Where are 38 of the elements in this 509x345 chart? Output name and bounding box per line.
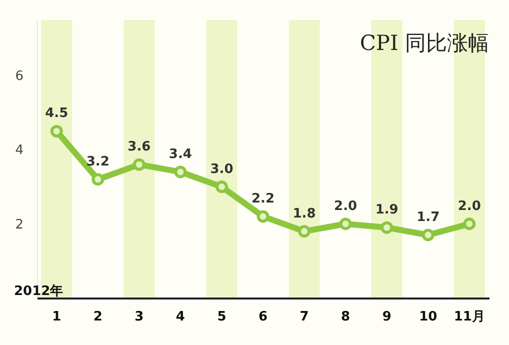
data-label: 3.0 bbox=[210, 162, 234, 177]
data-label: 1.7 bbox=[416, 210, 440, 225]
data-label: 2.2 bbox=[251, 191, 275, 206]
y-tick-label: 6 bbox=[15, 69, 24, 84]
point bbox=[298, 225, 311, 238]
point bbox=[339, 218, 352, 230]
data-label: 1.8 bbox=[292, 206, 316, 222]
point bbox=[215, 180, 228, 194]
point bbox=[50, 124, 63, 138]
data-label: 4.5 bbox=[45, 106, 68, 122]
data-label: 3.2 bbox=[86, 154, 110, 170]
text: CPI 同比涨幅 bbox=[360, 31, 489, 55]
x-tick-label: 9 bbox=[382, 310, 392, 324]
x-tick-label: 4 bbox=[176, 310, 185, 324]
x-tick-label: 1 bbox=[52, 310, 62, 324]
y-tick-label: 2 bbox=[15, 217, 24, 232]
x-tick-label: 11月 bbox=[454, 310, 485, 324]
x-tick-label: 7 bbox=[300, 310, 309, 324]
x-tick-label: 5 bbox=[217, 310, 226, 324]
x-tick-label: 6 bbox=[258, 310, 268, 324]
x-tick-label: 10 bbox=[419, 310, 438, 324]
data-label: 3.4 bbox=[168, 146, 192, 162]
annotation: 2012年 bbox=[14, 283, 64, 300]
point bbox=[132, 158, 146, 171]
x-tick-label: 8 bbox=[341, 310, 350, 324]
point bbox=[174, 166, 187, 178]
data-label: 3.6 bbox=[128, 140, 151, 155]
x-tick-label: 3 bbox=[134, 310, 144, 324]
point bbox=[463, 218, 476, 230]
data-label: 2.0 bbox=[334, 198, 358, 214]
point bbox=[256, 210, 270, 223]
point bbox=[92, 173, 104, 186]
y-tick-label: 4 bbox=[15, 143, 24, 158]
x-tick-label: 2 bbox=[93, 310, 102, 324]
data-label: 1.9 bbox=[375, 202, 398, 218]
point bbox=[380, 221, 394, 234]
point bbox=[422, 228, 434, 242]
data-label: 2.0 bbox=[458, 198, 481, 214]
